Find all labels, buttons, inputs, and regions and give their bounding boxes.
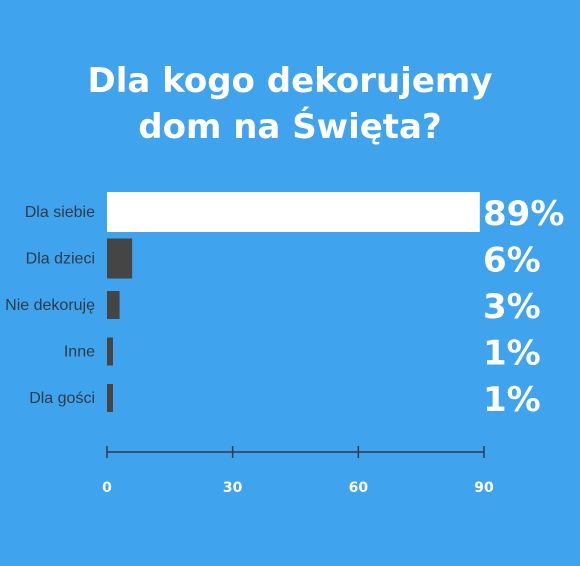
bar (107, 337, 113, 366)
value-label: 1% (483, 380, 541, 420)
bar (107, 238, 133, 279)
bar (107, 291, 120, 319)
value-label: 89% (483, 194, 564, 234)
category-label: Dla gości (29, 390, 95, 407)
chart-title-line-1: Dla kogo dekorujemy (87, 61, 493, 101)
x-tick-label: 0 (102, 480, 112, 496)
category-label: Dla dzieci (26, 251, 95, 268)
category-label: Dla siebie (25, 204, 95, 221)
x-tick-label: 60 (349, 480, 369, 496)
value-label: 1% (483, 334, 541, 374)
bar (107, 384, 113, 412)
x-tick-label: 30 (223, 480, 243, 496)
x-tick-label: 90 (474, 480, 494, 496)
value-label: 6% (483, 241, 541, 281)
bar (107, 192, 480, 232)
chart-title-line-2: dom na Święta? (138, 107, 442, 147)
chart-title: Dla kogo dekorujemy dom na Święta? (0, 58, 580, 150)
category-label: Inne (64, 344, 95, 361)
category-label: Nie dekoruję (5, 297, 95, 314)
value-label: 3% (483, 287, 541, 327)
